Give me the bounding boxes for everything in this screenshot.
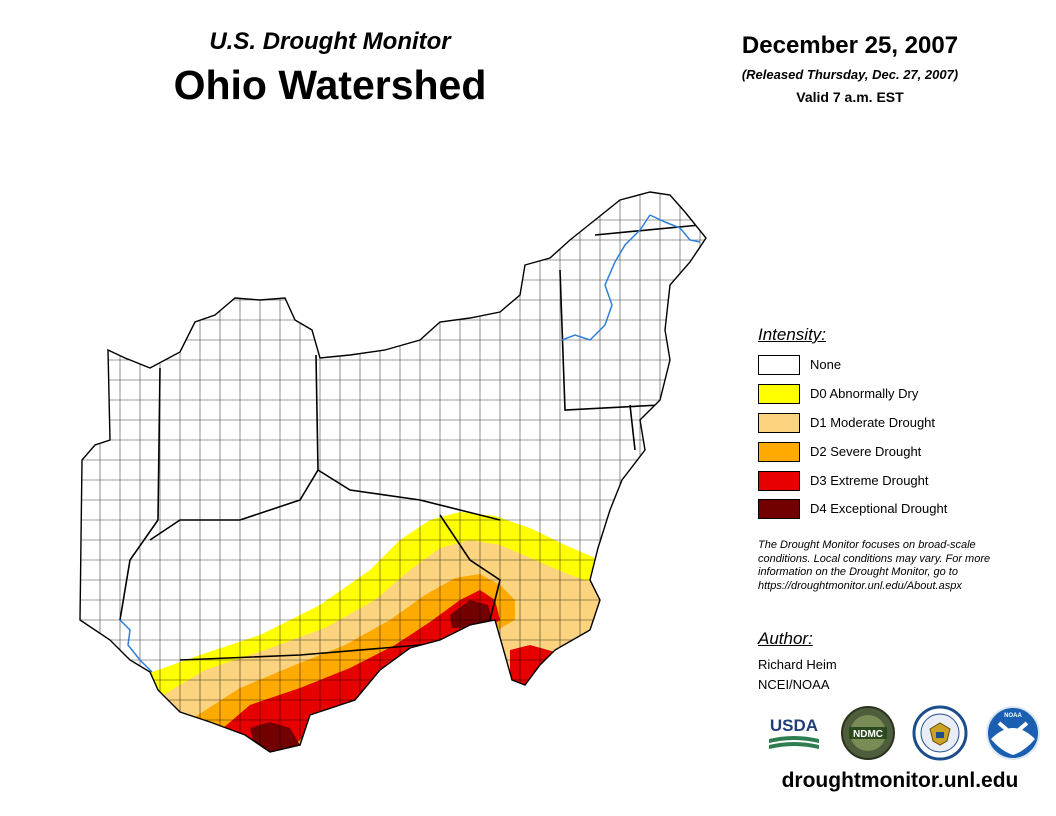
state-borders [119, 224, 701, 661]
site-url: droughtmonitor.unl.edu [781, 769, 1019, 792]
legend-title: Intensity: [758, 325, 827, 344]
valid-time: Valid 7 a.m. EST [796, 89, 904, 105]
legend-label: D4 Exceptional Drought [810, 501, 948, 516]
map-date: December 25, 2007 [741, 32, 959, 59]
legend-label: D1 Moderate Drought [810, 415, 936, 430]
legend-label: None [810, 357, 842, 372]
legend-label: D2 Severe Drought [810, 444, 922, 459]
legend-item-d3: D3 Extreme Drought [758, 471, 1018, 491]
watershed-map [79, 191, 707, 753]
ndmc-logo-text: NDMC [853, 729, 883, 740]
usda-logo: USDA [769, 716, 819, 749]
legend-item-d1: D1 Moderate Drought [758, 413, 1018, 433]
legend-item-d0: D0 Abnormally Dry [758, 384, 1018, 404]
commerce-seal-logo [912, 705, 968, 761]
noaa-logo-text: NOAA [1004, 713, 1022, 719]
basin-outline [79, 191, 707, 753]
disclaimer-note: The Drought Monitor focuses on broad-sca… [758, 539, 991, 592]
legend-swatch [758, 442, 800, 462]
legend-item-d2: D2 Severe Drought [758, 442, 1018, 462]
legend-item-d4: D4 Exceptional Drought [758, 499, 1018, 519]
author-organization: NCEI/NOAA [758, 677, 830, 692]
map-subtitle: U.S. Drought Monitor [209, 28, 451, 55]
legend-swatch [758, 499, 800, 519]
author-heading: Author: [758, 629, 813, 648]
rivers [119, 214, 701, 673]
drought-d3-area-east [510, 645, 555, 688]
noaa-logo: NOAA [986, 706, 1040, 760]
legend-swatch [758, 471, 800, 491]
legend-swatch [758, 413, 800, 433]
drought-d3-area [215, 590, 500, 752]
legend-label: D0 Abnormally Dry [810, 386, 919, 401]
author-name: Richard Heim [758, 657, 837, 672]
drought-d4-area-east [450, 600, 492, 628]
map-title: Ohio Watershed [173, 62, 487, 108]
legend-label: D3 Extreme Drought [810, 473, 929, 488]
legend-swatch [758, 355, 800, 375]
legend-swatch [758, 384, 800, 404]
release-date: (Released Thursday, Dec. 27, 2007) [741, 67, 959, 82]
usda-logo-text: USDA [770, 716, 818, 735]
ndmc-logo: NDMC [841, 706, 895, 760]
legend-item-none: None [758, 355, 1018, 375]
